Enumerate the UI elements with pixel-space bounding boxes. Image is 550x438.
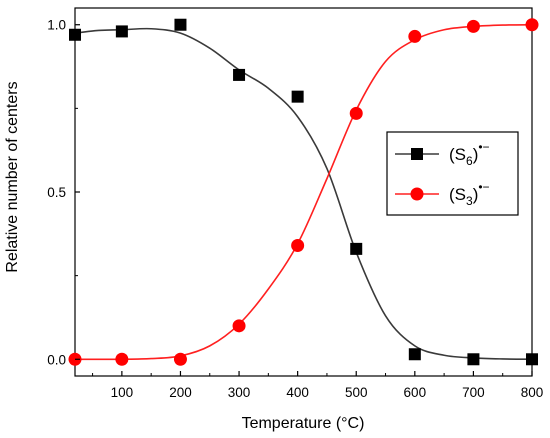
x-tick-label: 400 [286, 385, 309, 400]
data-point-series-1 [467, 353, 480, 366]
data-point-series-1 [115, 25, 128, 38]
ticks-layer: 100 200 300 400 500 600 700 800 0.0 0.5 1.0 [47, 18, 543, 400]
data-point-series-2 [291, 239, 305, 253]
data-point-series-1 [291, 90, 304, 103]
data-point-series-1 [350, 242, 363, 255]
legend-label-series-2: (S3)•− [449, 180, 490, 208]
fit-curve-series-1 [74, 27, 533, 361]
legend-marker-series-1 [411, 148, 423, 160]
y-tick-label: 1.0 [47, 18, 66, 33]
y-tick-label: 0.5 [47, 185, 66, 200]
data-point-series-1 [69, 28, 81, 41]
x-tick-label: 200 [169, 385, 192, 400]
data-point-series-1 [233, 68, 246, 81]
data-point-series-2 [408, 29, 422, 43]
data-point-series-1 [526, 353, 538, 366]
data-point-series-2 [349, 106, 363, 120]
x-tick-label: 600 [404, 385, 427, 400]
markers-layer [68, 18, 539, 366]
x-tick-label: 500 [345, 385, 368, 400]
data-point-series-2 [525, 18, 539, 32]
x-tick-label: 300 [228, 385, 251, 400]
y-tick-label: 0.0 [47, 352, 66, 367]
legend: (S6)•− (S3)•− [386, 131, 519, 216]
x-tick-label: 800 [521, 385, 544, 400]
legend-marker-series-2 [410, 187, 424, 201]
data-point-series-1 [174, 18, 187, 31]
x-tick-label: 700 [462, 385, 485, 400]
legend-label-series-1: (S6)•− [449, 140, 490, 168]
x-tick-label: 100 [111, 385, 134, 400]
data-point-series-1 [408, 348, 421, 361]
legend-box [386, 131, 519, 216]
y-axis-title: Relative number of centers [4, 81, 21, 272]
data-point-series-2 [115, 352, 129, 366]
x-axis-title: Temperature (°C) [242, 415, 365, 432]
data-point-series-2 [466, 19, 480, 33]
data-point-series-2 [173, 352, 187, 366]
data-point-series-2 [232, 319, 246, 333]
